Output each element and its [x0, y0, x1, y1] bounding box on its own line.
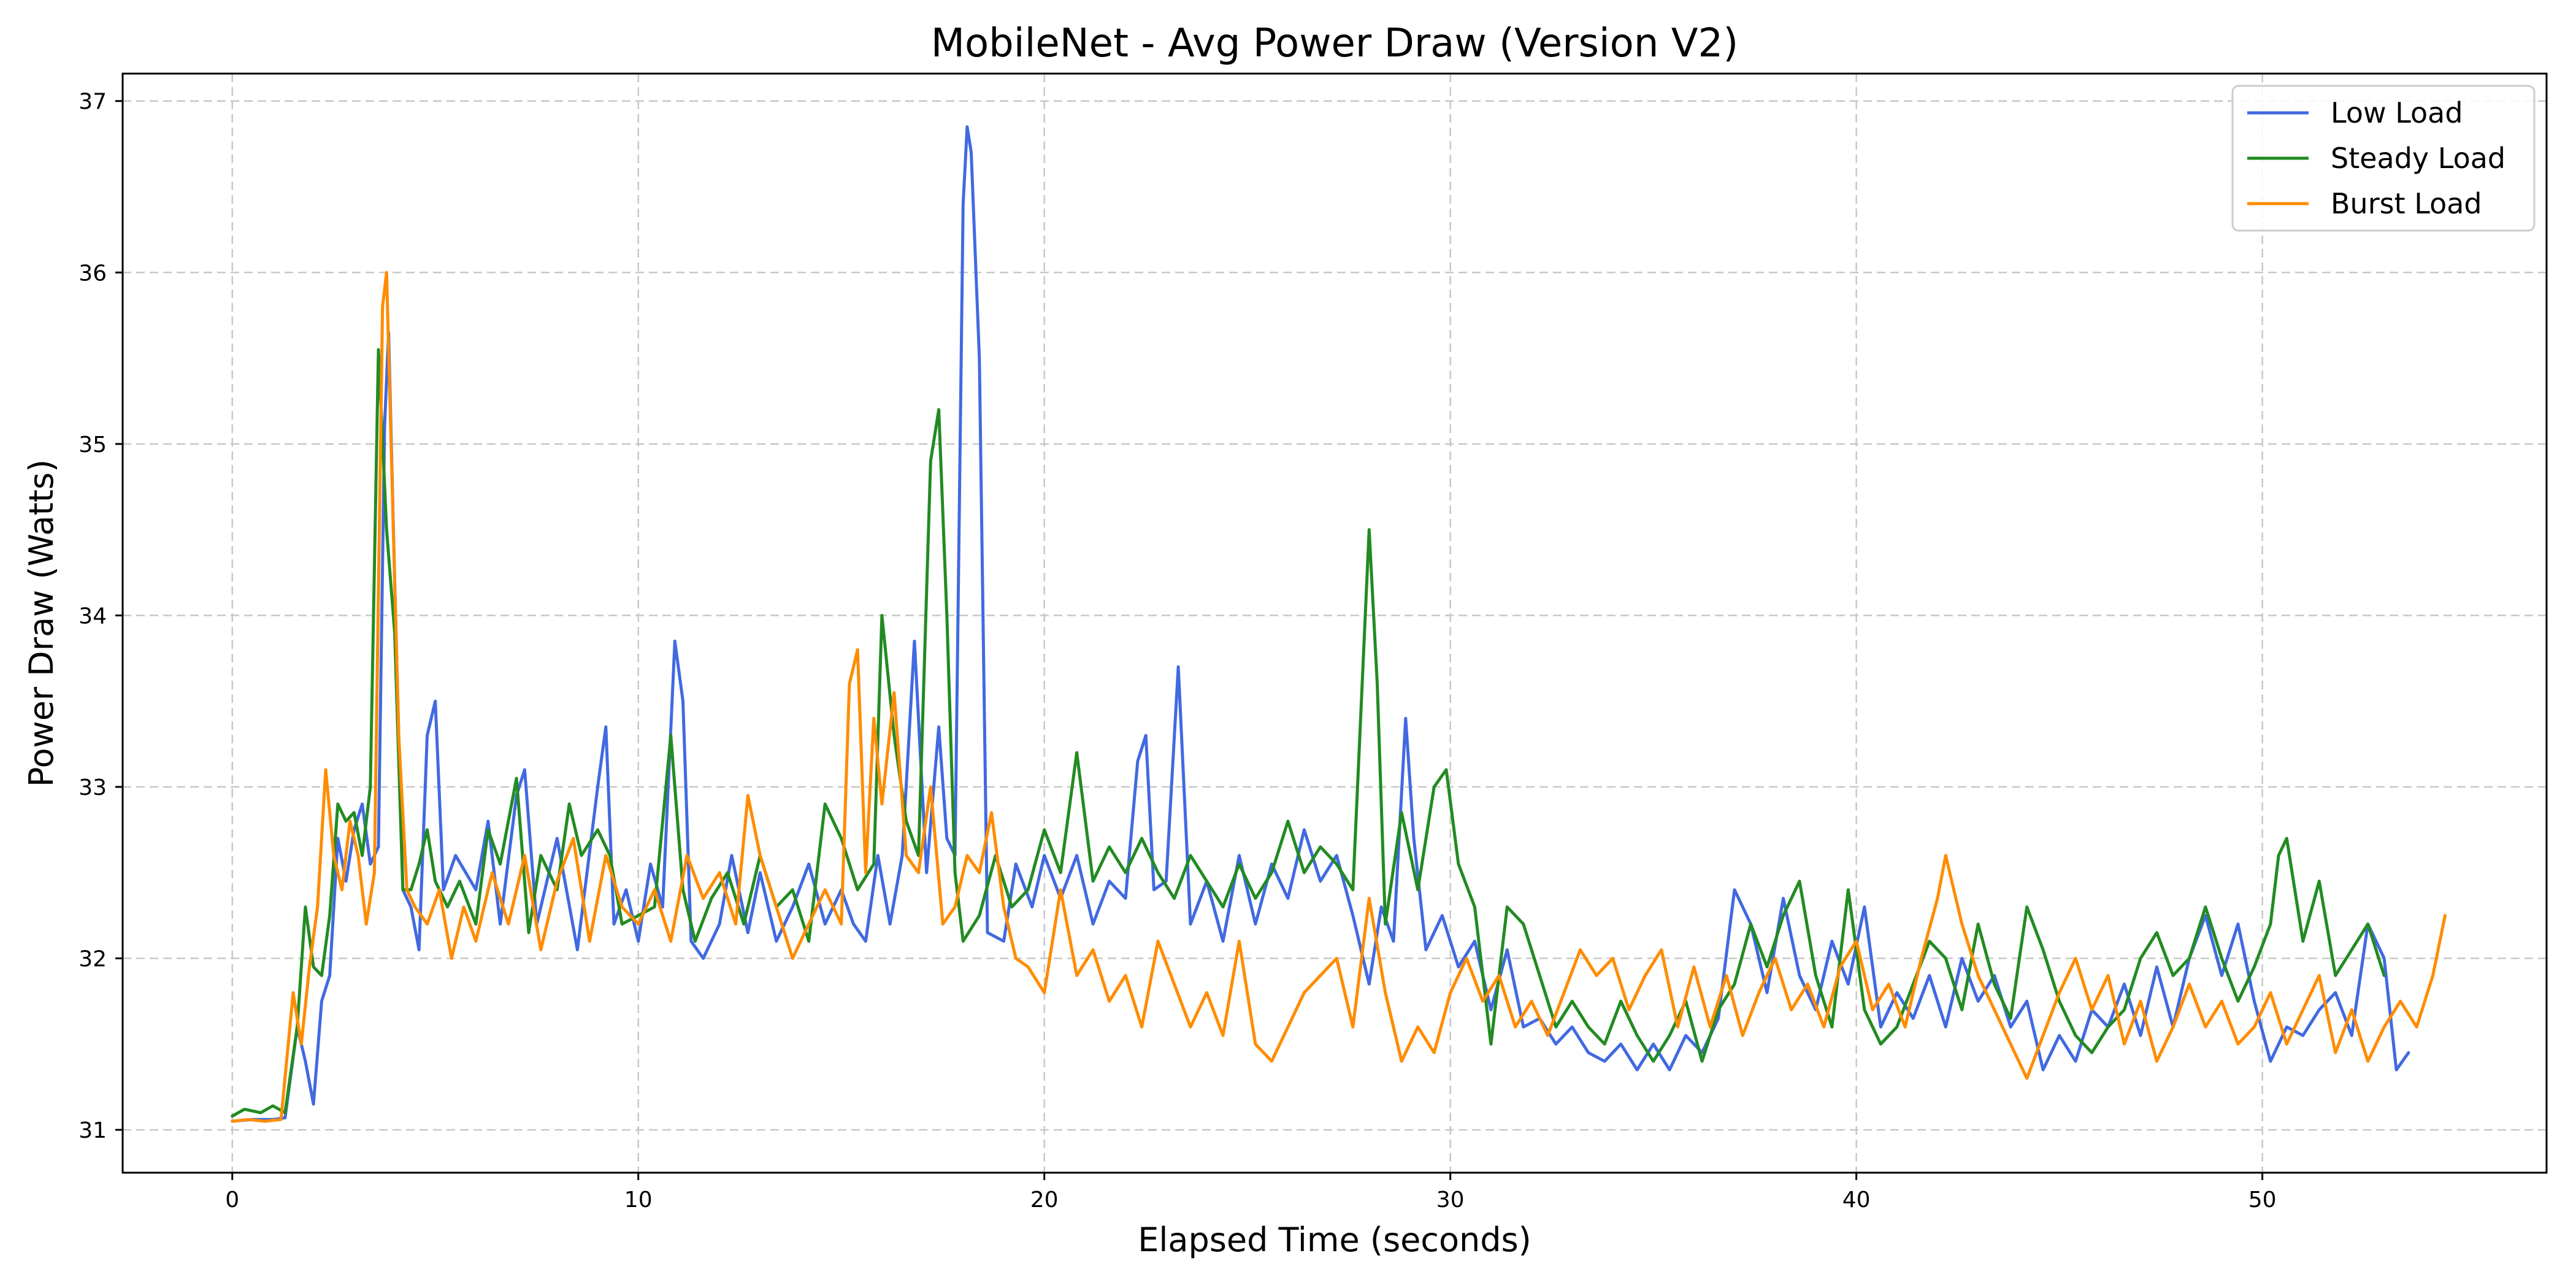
y-tick-label: 33 [79, 775, 107, 800]
x-tick-label: 10 [624, 1187, 653, 1213]
series-line-low-load [231, 125, 2410, 1123]
grid [123, 74, 2547, 1173]
y-tick-label: 35 [79, 432, 107, 458]
x-axis-label: Elapsed Time (seconds) [1138, 1221, 1531, 1259]
legend: Low Load Steady Load Burst Load [2231, 85, 2536, 232]
x-tick-label: 20 [1030, 1187, 1059, 1213]
y-tick-label: 31 [79, 1118, 107, 1143]
y-tick-label: 36 [79, 261, 107, 286]
legend-label-steady-load: Steady Load [2331, 142, 2505, 175]
x-tick-label: 50 [2248, 1187, 2277, 1213]
y-tick-label: 32 [79, 947, 107, 972]
chart-title: MobileNet - Avg Power Draw (Version V2) [931, 21, 1738, 66]
ticks: 0 10 20 30 40 50 31 32 33 34 35 36 37 [79, 90, 2276, 1213]
series-line-steady-load [231, 348, 2386, 1118]
y-tick-label: 34 [79, 604, 107, 629]
x-tick-label: 30 [1436, 1187, 1465, 1213]
series-group [231, 125, 2447, 1123]
plot-frame [121, 72, 2548, 1174]
series-line-burst-load [231, 270, 2447, 1123]
legend-box [2231, 85, 2536, 232]
x-tick-label: 40 [1842, 1187, 1871, 1213]
x-tick-label: 0 [225, 1187, 239, 1213]
legend-label-burst-load: Burst Load [2331, 187, 2482, 220]
y-axis-label: Power Draw (Watts) [22, 459, 61, 787]
y-tick-label: 37 [79, 90, 107, 115]
legend-label-low-load: Low Load [2331, 96, 2463, 129]
